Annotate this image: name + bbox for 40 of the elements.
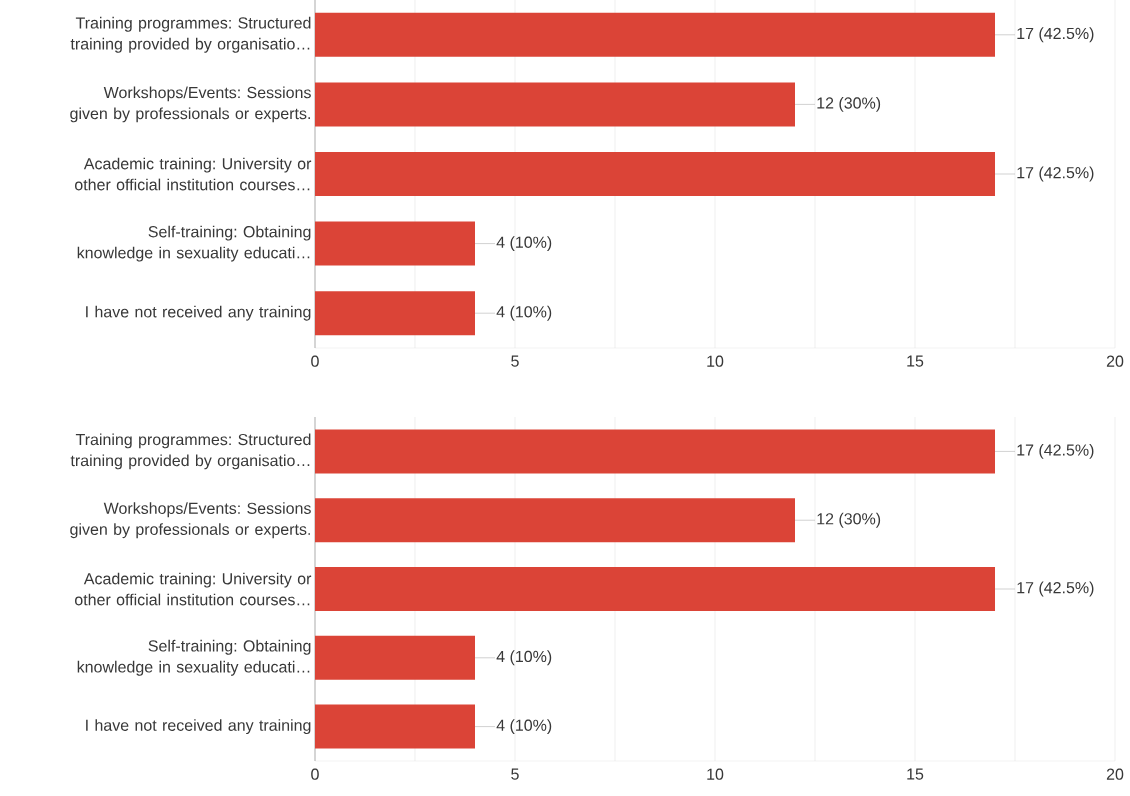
y-tick-label: Self-training: Obtaining knowledge in sexuality educati… (77, 225, 311, 262)
y-tick-label: Academic training: University or other official institution courses… (74, 572, 312, 606)
data-label: 4 (10%) (496, 650, 552, 666)
data-label: 4 (10%) (496, 305, 552, 321)
bar (315, 635, 475, 680)
y-tick-label: I have not received any training (86, 305, 311, 321)
x-tick-label: 0 (311, 355, 319, 367)
bar (315, 12, 996, 57)
y-tick-label: Self-training: Obtaining knowledge in sexuality educati… (77, 639, 311, 676)
x-tick-label: 15 (907, 768, 924, 780)
data-label: 4 (10%) (496, 236, 552, 252)
bar (315, 291, 475, 336)
bar (315, 498, 795, 543)
x-tick-label: 0 (311, 768, 319, 780)
x-tick-label: 15 (907, 355, 924, 367)
x-tick-label: 20 (1106, 355, 1124, 367)
data-label: 17 (42.5%) (1017, 166, 1094, 182)
y-tick-label: I have not received any training (86, 719, 311, 735)
x-tick-label: 5 (511, 355, 519, 367)
y-tick-label: Training programmes: Structured training provided by organisatio… (70, 433, 311, 470)
bar (315, 221, 475, 266)
x-tick-label: 5 (511, 768, 519, 780)
bar (315, 152, 996, 196)
y-tick-label: Training programmes: Structured training provided by organisatio… (70, 16, 311, 53)
bar (315, 567, 996, 612)
x-tick-label: 10 (707, 768, 724, 780)
x-tick-label: 10 (707, 355, 724, 367)
data-label: 17 (42.5%) (1017, 443, 1094, 459)
data-label: 12 (30%) (817, 512, 881, 528)
y-tick-label: Academic training: University or other official institution courses… (74, 157, 312, 191)
data-label: 17 (42.5%) (1017, 27, 1094, 43)
y-tick-label: Workshops/Events: Sessions given by professionals or experts. (70, 86, 311, 123)
bar (315, 82, 795, 127)
data-label: 17 (42.5%) (1017, 581, 1094, 597)
data-label: 12 (30%) (817, 96, 881, 112)
x-tick-label: 20 (1106, 768, 1124, 780)
bar (315, 704, 475, 749)
y-tick-label: Workshops/Events: Sessions given by professionals or experts. (70, 502, 311, 539)
bar (315, 429, 996, 474)
data-label: 4 (10%) (496, 719, 552, 735)
